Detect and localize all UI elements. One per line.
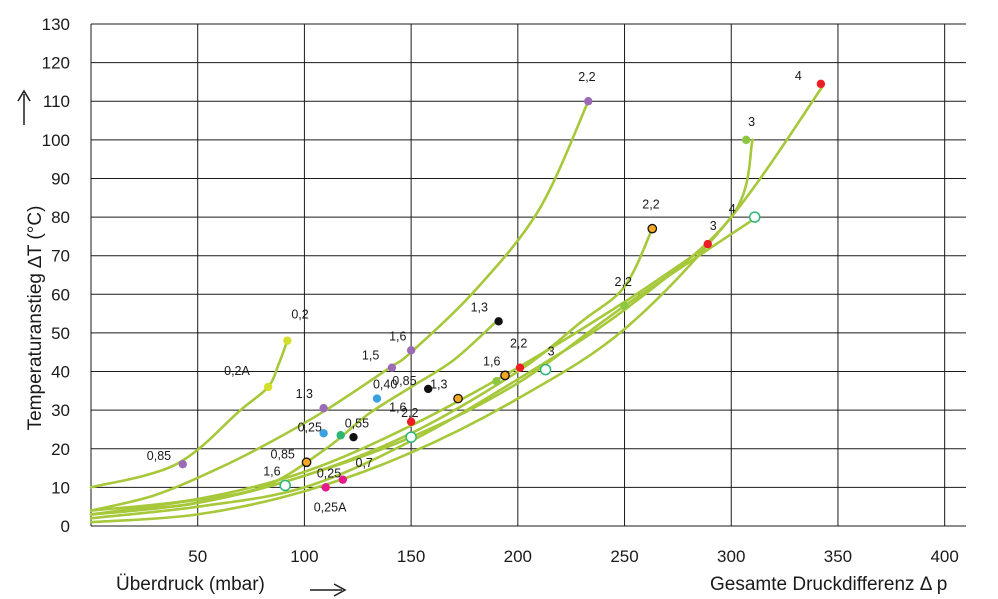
point-label: 0,2 (291, 308, 308, 322)
data-point (492, 376, 501, 386)
y-tick-label: 0 (61, 517, 70, 536)
data-point (319, 429, 328, 438)
data-point (336, 431, 345, 440)
point-label: 1,6 (263, 464, 280, 478)
point-label: 2,2 (642, 198, 659, 212)
data-point (321, 483, 330, 492)
tick-labels: 0 10 20 30 40 50 60 70 80 90 100 110 120 130 50 100 150 2… (42, 15, 959, 566)
point-label: 0,7 (356, 456, 373, 470)
y-tick-label: 70 (51, 247, 70, 266)
point-label: 0,2A (224, 364, 250, 378)
data-point (500, 370, 510, 381)
point-label: 1,6 (483, 354, 500, 368)
data-point (405, 431, 417, 443)
point-label: 2,2 (510, 337, 527, 351)
x-tick-label: 300 (717, 547, 745, 566)
y-axis-label: Temperaturanstieg ∆T (°C) (25, 206, 46, 431)
point-label: 1,3 (296, 387, 313, 401)
data-point (372, 394, 382, 403)
y-tick-label: 130 (42, 15, 70, 34)
data-point (539, 363, 552, 376)
curve (89, 320, 498, 516)
point-label: 1,6 (389, 329, 406, 343)
data-point (279, 479, 291, 492)
y-tick-label: 60 (51, 285, 70, 304)
y-tick-label: 100 (42, 131, 70, 150)
point-label: 0,25 (317, 467, 341, 481)
grid (90, 23, 966, 527)
curve (89, 84, 825, 524)
point-label: 3 (548, 345, 555, 359)
data-point (748, 211, 761, 223)
data-point (319, 404, 328, 413)
data-point (406, 417, 416, 426)
data-point (515, 363, 525, 372)
point-label: 4 (795, 69, 802, 83)
data-point (387, 363, 397, 372)
point-label: 2,2 (401, 406, 418, 420)
y-tick-label: 20 (51, 440, 70, 459)
data-point (423, 384, 433, 394)
data-point (349, 432, 358, 442)
point-label: 4 (729, 202, 736, 216)
data-point (741, 135, 751, 145)
point-label: 3 (748, 115, 755, 129)
point-labels: 0,20,2A0,851,31,51,62,20,400,25 0,550,70,… (147, 69, 802, 515)
x-axis-label-left: Überdruck (mbar) (116, 574, 265, 595)
data-point (338, 475, 348, 484)
point-label: 1,6 (389, 401, 406, 415)
point-label: 0,85 (271, 447, 295, 461)
data-point (620, 301, 629, 311)
data-point (647, 223, 658, 234)
point-label: 2,2 (578, 70, 595, 84)
point-label: 0,25A (314, 500, 347, 514)
y-axis-arrow (17, 89, 31, 125)
curve (89, 339, 289, 489)
x-tick-label: 250 (610, 547, 638, 566)
y-tick-label: 10 (51, 478, 70, 497)
data-points (178, 79, 826, 492)
x-tick-label: 100 (290, 547, 318, 566)
x-tick-label: 400 (930, 547, 958, 566)
data-point (283, 336, 292, 345)
point-label: 0,85 (147, 449, 171, 463)
x-tick-label: 50 (188, 547, 207, 566)
y-tick-label: 80 (51, 208, 70, 227)
y-tick-label: 120 (42, 54, 70, 73)
point-label: 0,40 (373, 378, 397, 392)
data-point (301, 457, 312, 468)
point-label: 0,85 (392, 374, 416, 388)
point-label: 3 (710, 219, 717, 233)
y-tick-label: 40 (51, 363, 70, 382)
data-point (494, 317, 503, 326)
curve (89, 215, 759, 516)
x-tick-label: 200 (504, 547, 532, 566)
point-label: 1,3 (430, 378, 447, 392)
y-tick-label: 50 (51, 324, 70, 343)
point-label: 1,5 (362, 349, 379, 363)
data-point (453, 393, 463, 404)
y-tick-label: 110 (43, 92, 70, 111)
point-label: 1,3 (471, 300, 488, 314)
curves (89, 84, 825, 524)
curve (89, 99, 590, 512)
data-point (584, 97, 593, 106)
y-tick-label: 30 (51, 401, 70, 420)
point-label: 2,2 (615, 275, 632, 289)
data-point (178, 460, 187, 469)
point-label: 0,25 (298, 420, 322, 434)
data-point (703, 239, 712, 249)
x-axis-arrow (310, 583, 347, 597)
x-axis-label-right: Gesamte Druckdifferenz Δ p (710, 574, 947, 595)
curve (89, 138, 754, 520)
y-tick-label: 90 (51, 169, 70, 188)
data-point (406, 346, 416, 355)
point-label: 0,55 (345, 416, 369, 430)
x-tick-label: 150 (397, 547, 425, 566)
x-tick-label: 350 (824, 547, 852, 566)
data-point (816, 79, 826, 89)
data-point (263, 382, 273, 392)
